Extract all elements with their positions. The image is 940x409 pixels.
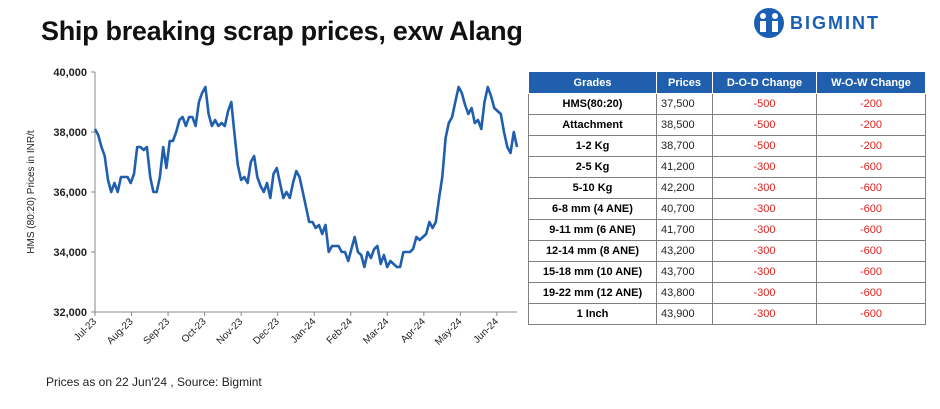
wow-change-cell: -600: [816, 219, 926, 241]
y-axis-label: HMS (80:20) Prices in INR/t: [26, 130, 37, 254]
x-tick-label: Jun-24: [472, 316, 502, 346]
y-tick-label: 32,000: [53, 307, 87, 319]
x-tick-label: Jan-24: [289, 316, 319, 346]
wow-change-cell: -600: [816, 198, 926, 220]
dod-change-cell: -500: [712, 135, 817, 157]
price-cell: 38,700: [656, 135, 713, 157]
price-cell: 43,800: [656, 282, 713, 304]
dod-change-cell: -500: [712, 93, 817, 115]
x-tick-label: Apr-24: [399, 316, 428, 345]
grade-cell: 2-5 Kg: [528, 156, 657, 178]
x-tick-label: Aug-23: [105, 316, 136, 347]
price-cell: 40,700: [656, 198, 713, 220]
brand-logo: BIGMINT: [752, 6, 880, 40]
table-row: 15-18 mm (10 ANE) 43,700 -300 -600: [528, 261, 926, 283]
y-tick-label: 40,000: [53, 67, 87, 79]
table-row: Attachment 38,500 -500 -200: [528, 114, 926, 136]
price-cell: 43,900: [656, 303, 713, 325]
grade-cell: 5-10 Kg: [528, 177, 657, 199]
price-cell: 41,200: [656, 156, 713, 178]
header-dod-change: D-O-D Change: [712, 71, 817, 94]
x-tick-label: Oct-23: [180, 316, 209, 345]
dod-change-cell: -300: [712, 219, 817, 241]
wow-change-cell: -200: [816, 114, 926, 136]
wow-change-cell: -600: [816, 156, 926, 178]
price-cell: 37,500: [656, 93, 713, 115]
x-tick-label: Jul-23: [72, 316, 99, 343]
dod-change-cell: -300: [712, 261, 817, 283]
x-tick-label: Mar-24: [361, 316, 391, 346]
x-tick-label: Dec-23: [251, 316, 282, 347]
header-wow-change: W-O-W Change: [816, 71, 926, 94]
dod-change-cell: -300: [712, 156, 817, 178]
dod-change-cell: -300: [712, 177, 817, 199]
grade-cell: 1 Inch: [528, 303, 657, 325]
wow-change-cell: -200: [816, 135, 926, 157]
price-series-line: [93, 85, 519, 269]
table-row: 9-11 mm (6 ANE) 41,700 -300 -600: [528, 219, 926, 241]
grade-cell: 12-14 mm (8 ANE): [528, 240, 657, 262]
y-tick-label: 38,000: [53, 127, 87, 139]
source-footnote: Prices as on 22 Jun'24 , Source: Bigmint: [46, 375, 262, 389]
table-row: 2-5 Kg 41,200 -300 -600: [528, 156, 926, 178]
x-tick-label: Nov-23: [215, 316, 246, 347]
dod-change-cell: -300: [712, 282, 817, 304]
header-grades: Grades: [528, 71, 657, 94]
header-prices: Prices: [656, 71, 713, 94]
dod-change-cell: -300: [712, 198, 817, 220]
table-row: 1 Inch 43,900 -300 -600: [528, 303, 926, 325]
brand-name: BIGMINT: [790, 12, 880, 33]
grade-cell: HMS(80:20): [528, 93, 657, 115]
dod-change-cell: -300: [712, 303, 817, 325]
price-cell: 43,700: [656, 261, 713, 283]
grade-cell: 9-11 mm (6 ANE): [528, 219, 657, 241]
price-cell: 43,200: [656, 240, 713, 262]
grade-cell: 19-22 mm (12 ANE): [528, 282, 657, 304]
wow-change-cell: -600: [816, 240, 926, 262]
wow-change-cell: -200: [816, 93, 926, 115]
table-row: 19-22 mm (12 ANE) 43,800 -300 -600: [528, 282, 926, 304]
brand-mark-icon: [754, 8, 784, 38]
prices-table: Grades Prices D-O-D Change W-O-W Change …: [528, 71, 926, 325]
x-tick-label: May-24: [433, 316, 465, 348]
x-tick-label: Feb-24: [325, 316, 355, 346]
page-title: Ship breaking scrap prices, exw Alang: [41, 16, 523, 46]
grade-cell: Attachment: [528, 114, 657, 136]
dod-change-cell: -300: [712, 240, 817, 262]
wow-change-cell: -600: [816, 177, 926, 199]
table-row: 6-8 mm (4 ANE) 40,700 -300 -600: [528, 198, 926, 220]
table-row: 12-14 mm (8 ANE) 43,200 -300 -600: [528, 240, 926, 262]
price-cell: 42,200: [656, 177, 713, 199]
table-row: HMS(80:20) 37,500 -500 -200: [528, 93, 926, 115]
wow-change-cell: -600: [816, 303, 926, 325]
wow-change-cell: -600: [816, 282, 926, 304]
grade-cell: 15-18 mm (10 ANE): [528, 261, 657, 283]
wow-change-cell: -600: [816, 261, 926, 283]
table-row: 1-2 Kg 38,700 -500 -200: [528, 135, 926, 157]
price-cell: 38,500: [656, 114, 713, 136]
grade-cell: 6-8 mm (4 ANE): [528, 198, 657, 220]
table-header-row: Grades Prices D-O-D Change W-O-W Change: [528, 71, 926, 94]
grade-cell: 1-2 Kg: [528, 135, 657, 157]
y-tick-label: 36,000: [53, 187, 87, 199]
price-cell: 41,700: [656, 219, 713, 241]
price-line-chart: 32,000 34,000 36,000 38,000 40,000 Jul-23 Aug…: [26, 67, 519, 348]
x-tick-label: Sep-23: [142, 316, 173, 347]
table-row: 5-10 Kg 42,200 -300 -600: [528, 177, 926, 199]
y-tick-label: 34,000: [53, 247, 87, 259]
dod-change-cell: -500: [712, 114, 817, 136]
